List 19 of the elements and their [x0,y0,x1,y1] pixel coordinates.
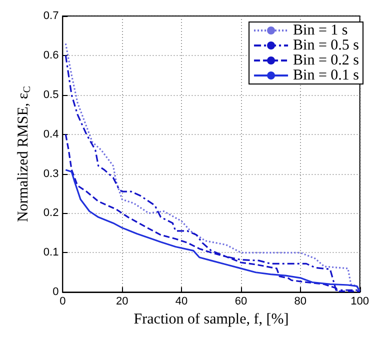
y-tick-label: 0.6 [43,49,59,62]
y-axis-title: Normalized RMSE, εC [16,86,33,222]
legend-label: Bin = 0.2 s [293,52,360,68]
y-tick-label: 0.4 [43,128,59,140]
y-tick-label: 0 [52,286,59,298]
legend-label: Bin = 0.1 s [293,68,360,84]
x-tick-label: 80 [294,296,307,308]
y-tick-label: 0.7 [43,10,59,22]
x-tick-label: 60 [234,296,248,308]
x-tick-label: 40 [175,296,188,308]
y-tick-label: 0.2 [43,207,59,220]
legend-label: Bin = 1 s [293,22,348,38]
y-tick-label: 0.1 [43,246,59,259]
y-tick-label: 0.5 [43,88,59,101]
legend-label: Bin = 0.5 s [293,38,360,54]
x-tick-label: 100 [350,296,370,308]
x-axis-title: Fraction of sample, f, [%] [134,312,289,328]
x-tick-label: 20 [116,296,128,308]
y-tick-label: 0.3 [43,168,59,180]
